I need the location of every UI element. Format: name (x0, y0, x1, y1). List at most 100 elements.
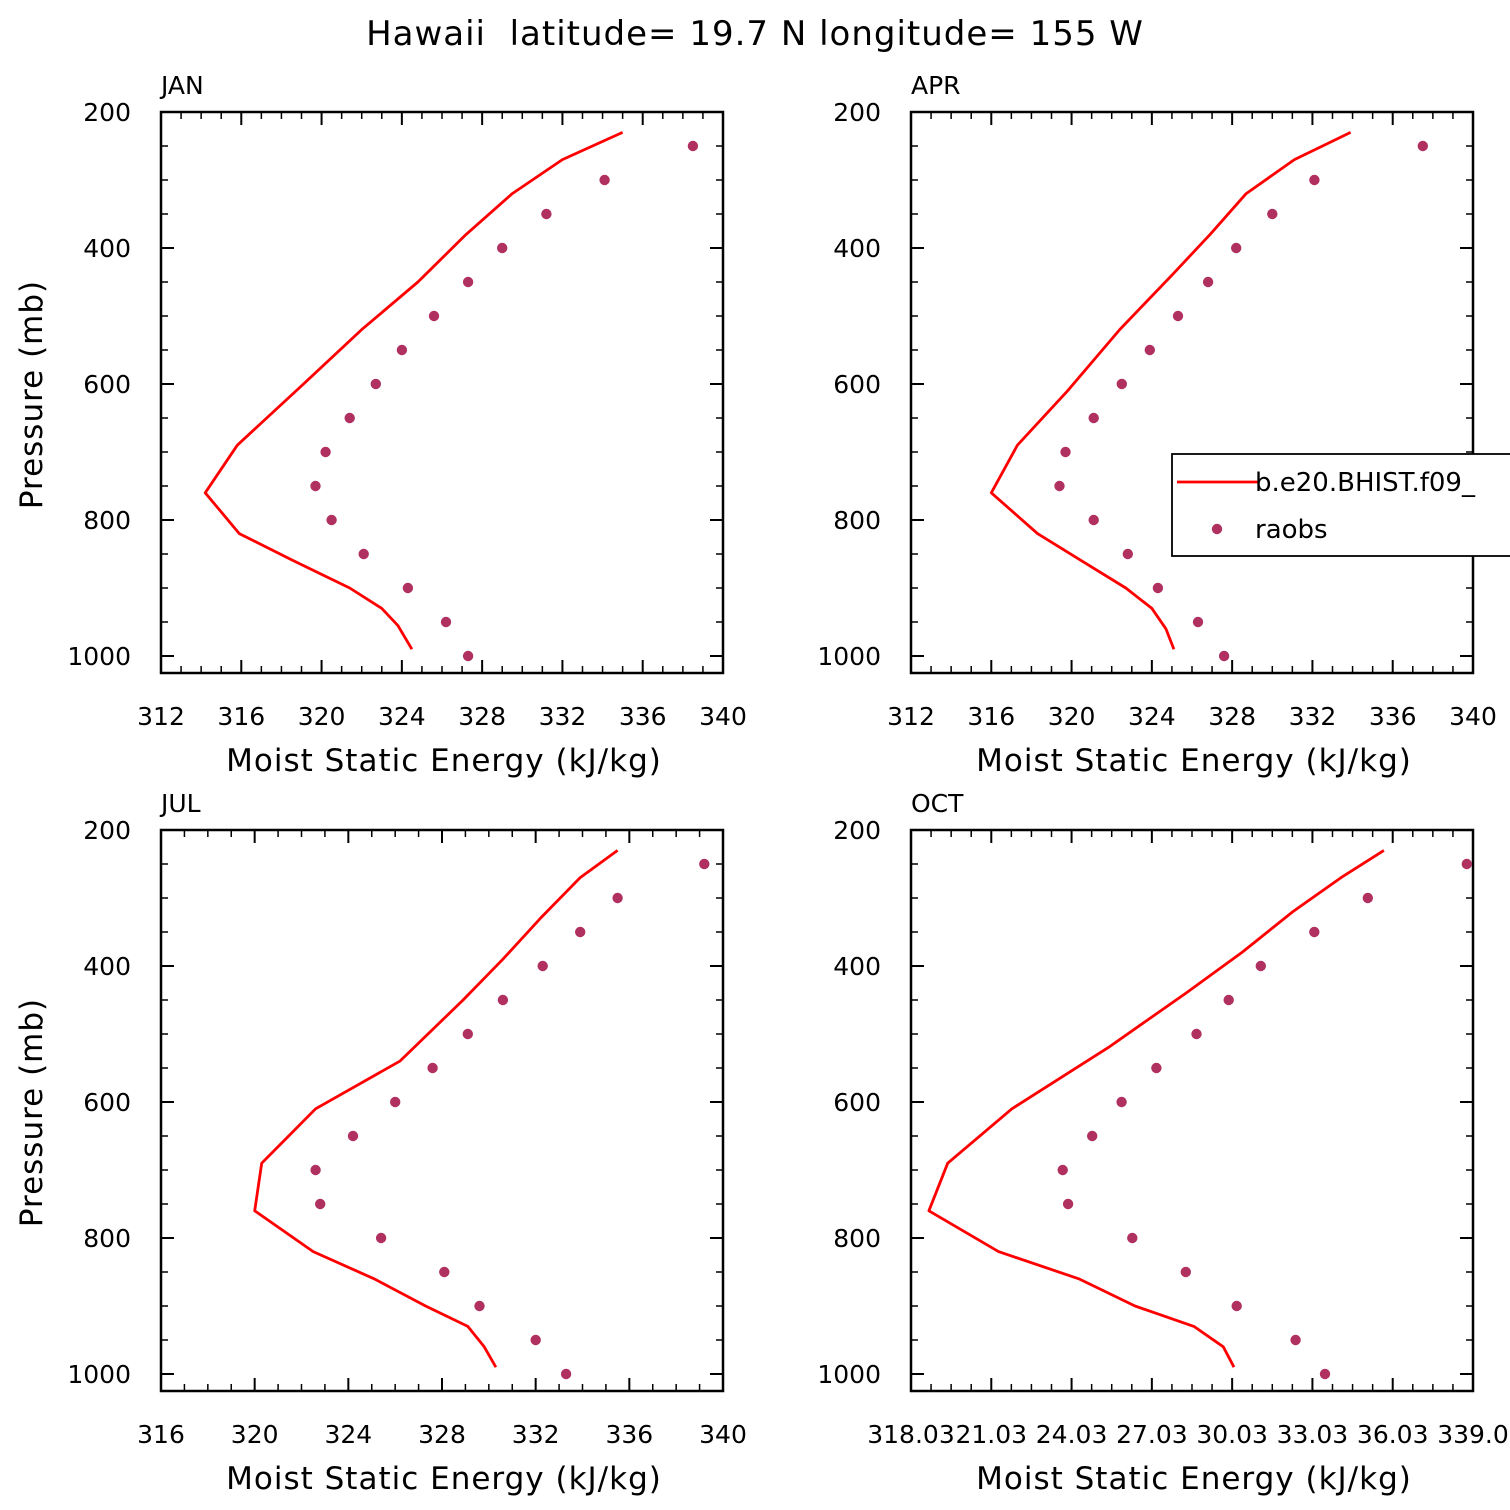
obs-point (427, 1062, 438, 1074)
obs-point (687, 140, 699, 152)
obs-point (1116, 378, 1128, 390)
panel-oct: OCT 318.03 21.03 24.03 27.03 30.03 33.03 36.03 3… (817, 789, 1508, 1497)
x-tick-label: 36.03 (1357, 1420, 1429, 1449)
panel-title: OCT (911, 789, 964, 818)
panel-title: JUL (159, 789, 201, 818)
x-tick-label: 316 (137, 1420, 185, 1449)
y-tick-label: 200 (833, 98, 881, 127)
x-tick-label: 332 (539, 702, 587, 731)
x-tick-label: 332 (512, 1420, 560, 1449)
obs-point (1362, 892, 1374, 904)
x-tick-label: 320 (298, 702, 346, 731)
y-axis-label: Pressure (mb) (14, 280, 50, 509)
obs-point (1054, 480, 1065, 492)
obs-point (310, 480, 321, 492)
y-tick-label: 200 (83, 816, 131, 845)
x-axis-label: Moist Static Energy (kJ/kg) (226, 1461, 662, 1497)
legend-label-obs: raobs (1255, 515, 1328, 545)
obs-point (1231, 1300, 1242, 1312)
x-tick-label: 24.03 (1036, 1420, 1108, 1449)
y-tick-label: 600 (833, 1088, 881, 1117)
x-axis-label: Moist Static Energy (kJ/kg) (976, 1461, 1412, 1497)
x-tick-label: 340 (699, 1420, 747, 1449)
x-tick-label: 21.03 (955, 1420, 1027, 1449)
obs-point (1057, 1164, 1068, 1176)
x-tick-label: 328 (458, 702, 506, 731)
obs-point (315, 1198, 326, 1210)
x-tick-label: 30.03 (1196, 1420, 1268, 1449)
panel-title: APR (911, 71, 961, 100)
obs-point (1062, 1198, 1074, 1210)
model-series-line (927, 849, 1385, 1368)
y-tick-label: 600 (833, 370, 881, 399)
x-tick-label: 324 (324, 1420, 372, 1449)
x-tick-label: 324 (1128, 702, 1176, 731)
y-tick-label: 400 (833, 952, 881, 981)
obs-point (1180, 1266, 1192, 1278)
x-tick-label: 336 (605, 1420, 653, 1449)
y-tick-label: 400 (833, 234, 881, 263)
obs-point (439, 1266, 450, 1278)
obs-point (497, 994, 509, 1006)
obs-point (530, 1334, 541, 1346)
obs-point (1461, 858, 1473, 870)
obs-point (310, 1164, 321, 1176)
panels: JAN 312 316 320 324 328 332 336 340 200 400 600 800 1… (14, 71, 1509, 1497)
legend-marker-swatch (1211, 523, 1223, 535)
obs-point (1152, 582, 1164, 594)
x-tick-label: 324 (378, 702, 426, 731)
y-tick-label: 400 (83, 952, 131, 981)
obs-point (1088, 514, 1099, 526)
x-tick-label: 316 (217, 702, 265, 731)
y-tick-label: 200 (83, 98, 131, 127)
obs-point (541, 208, 552, 220)
obs-point (1319, 1368, 1331, 1380)
y-tick-label: 200 (833, 816, 881, 845)
y-tick-label: 800 (83, 506, 131, 535)
y-axis-label: Pressure (mb) (14, 998, 50, 1227)
obs-point (612, 892, 623, 904)
obs-point (1172, 310, 1184, 322)
obs-point (440, 616, 452, 628)
panel-jul: JUL 316 320 324 328 332 336 340 200 400 600 800 1000… (14, 789, 747, 1497)
obs-point (402, 582, 414, 594)
obs-point (1122, 548, 1134, 560)
obs-point (1202, 276, 1214, 288)
obs-point (462, 276, 474, 288)
x-tick-label: 332 (1289, 702, 1337, 731)
y-tick-label: 600 (83, 370, 131, 399)
figure-title: Hawaii latitude= 19.7 N longitude= 155 W (366, 14, 1144, 54)
legend-box (1171, 453, 1510, 557)
obs-point (347, 1130, 359, 1142)
y-tick-label: 1000 (67, 642, 131, 671)
x-tick-label: 312 (887, 702, 935, 731)
obs-point (396, 344, 408, 356)
obs-point (1088, 412, 1099, 424)
obs-point (1231, 242, 1242, 254)
obs-point (1087, 1130, 1098, 1142)
obs-point (1309, 174, 1320, 186)
x-tick-label: 328 (418, 1420, 466, 1449)
obs-point (575, 926, 586, 938)
y-tick-label: 1000 (817, 1360, 881, 1389)
model-series-line (253, 849, 619, 1368)
obs-point (462, 1028, 473, 1040)
obs-point (1267, 208, 1278, 220)
plot-frame (909, 828, 1475, 1393)
legend: b.e20.BHIST.f09_raobs (1171, 453, 1510, 557)
x-tick-label: 316 (967, 702, 1015, 731)
model-series-line (203, 131, 624, 650)
panel-title: JAN (159, 71, 204, 100)
x-tick-label: 320 (1048, 702, 1096, 731)
obs-point (1309, 926, 1320, 938)
x-tick-label: 312 (137, 702, 185, 731)
x-axis-label: Moist Static Energy (kJ/kg) (226, 743, 662, 779)
obs-point (1290, 1334, 1301, 1346)
obs-point (320, 446, 331, 458)
obs-point (1218, 650, 1230, 662)
x-tick-label: 339.0 (1437, 1420, 1509, 1449)
y-tick-label: 1000 (817, 642, 881, 671)
obs-point (462, 650, 474, 662)
x-tick-label: 27.03 (1116, 1420, 1188, 1449)
model-series-line (989, 131, 1352, 650)
